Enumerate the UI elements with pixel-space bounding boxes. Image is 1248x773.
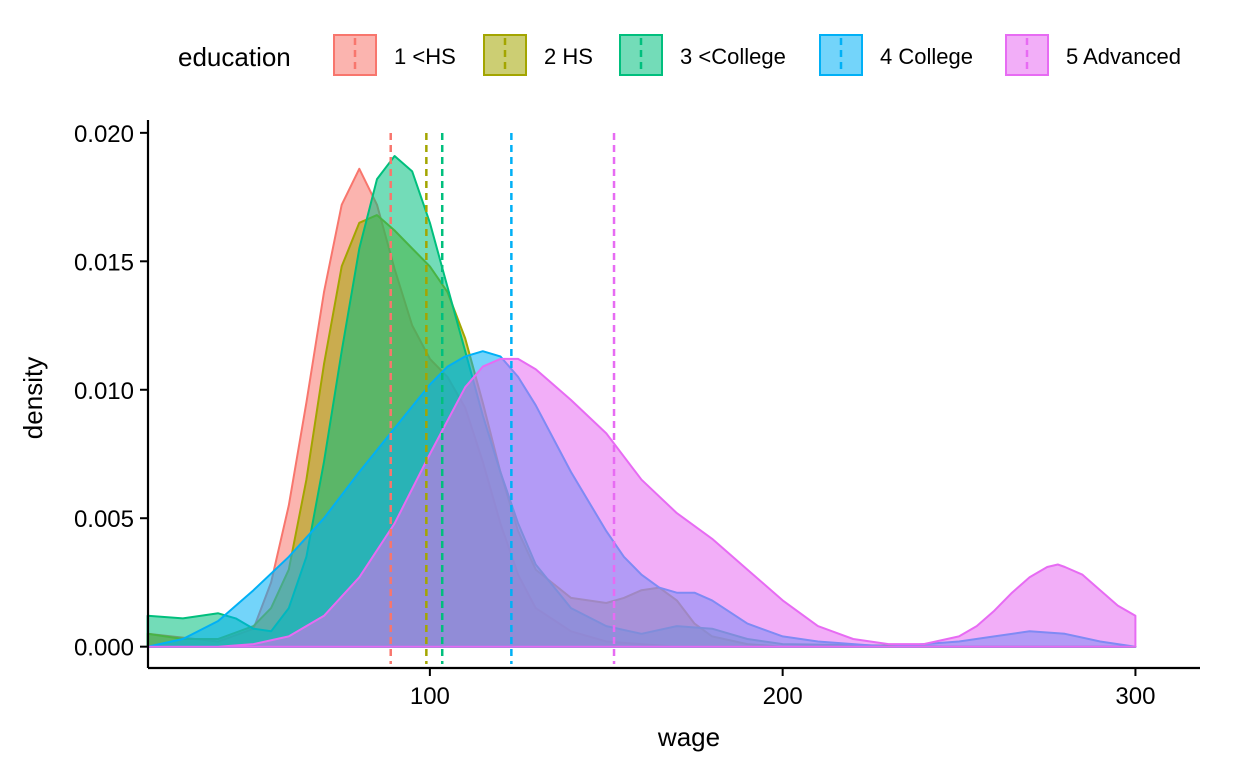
x-tick-label: 200 xyxy=(763,683,803,710)
y-tick-label: 0.020 xyxy=(74,121,134,148)
x-axis-title: wage xyxy=(657,722,720,752)
legend-label-3-college: 3 <College xyxy=(680,44,786,69)
y-tick-label: 0.015 xyxy=(74,249,134,276)
legend: education 1 <HS 2 HS 3 <College 4 College 5 … xyxy=(178,34,1181,76)
legend-label-4-college: 4 College xyxy=(880,44,973,69)
legend-label-1-hs: 1 <HS xyxy=(394,44,456,69)
y-tick-label: 0.010 xyxy=(74,378,134,405)
axes: 100 200 300 0.000 0.005 0.010 0.015 0.020 xyxy=(74,120,1200,710)
y-axis-title: density xyxy=(18,357,48,439)
density-area-5-advanced xyxy=(146,357,1137,648)
density-areas xyxy=(146,155,1137,648)
y-tick-label: 0.005 xyxy=(74,506,134,533)
legend-label-5-advanced: 5 Advanced xyxy=(1066,44,1181,69)
legend-title: education xyxy=(178,42,291,72)
legend-label-2-hs: 2 HS xyxy=(544,44,593,69)
x-tick-label: 300 xyxy=(1115,683,1155,710)
y-tick-label: 0.000 xyxy=(74,635,134,662)
mean-lines xyxy=(389,133,616,664)
x-tick-label: 100 xyxy=(410,683,450,710)
